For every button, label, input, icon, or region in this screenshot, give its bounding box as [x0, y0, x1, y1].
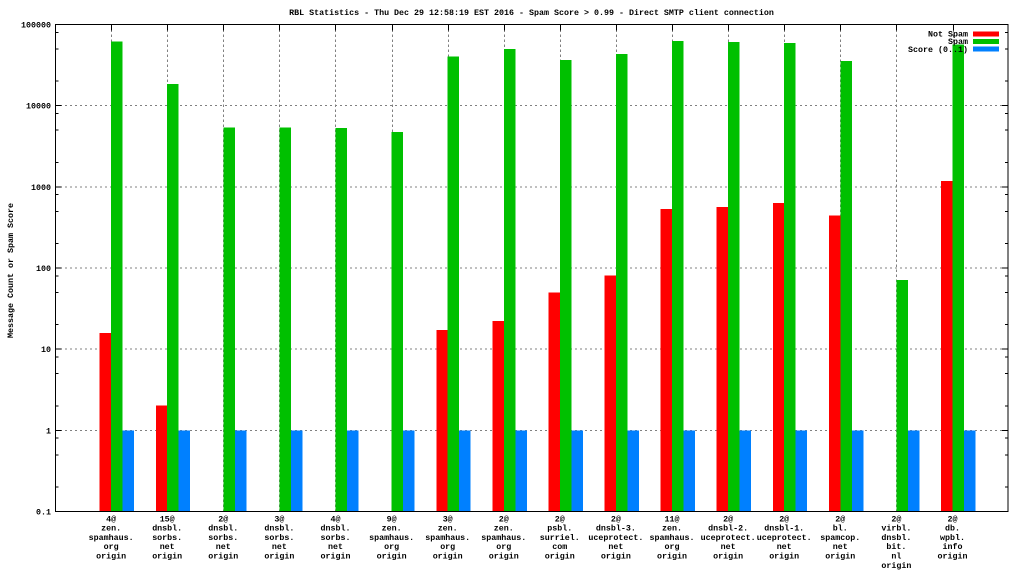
svg-text:origin: origin — [825, 552, 855, 562]
svg-text:virbl.: virbl. — [881, 524, 911, 534]
svg-text:wpbl.: wpbl. — [940, 533, 965, 543]
svg-text:4@: 4@ — [331, 514, 341, 524]
svg-text:zen.: zen. — [382, 524, 402, 534]
svg-text:zen.: zen. — [101, 524, 121, 534]
svg-text:org: org — [440, 542, 455, 552]
svg-text:2@: 2@ — [499, 514, 509, 524]
svg-text:dnsbl.: dnsbl. — [264, 524, 294, 534]
svg-text:bit.: bit. — [886, 542, 906, 552]
svg-text:spamhaus.: spamhaus. — [650, 533, 695, 543]
svg-text:2@: 2@ — [723, 514, 733, 524]
svg-text:origin: origin — [321, 552, 351, 562]
svg-text:spamhaus.: spamhaus. — [425, 533, 470, 543]
svg-text:2@: 2@ — [779, 514, 789, 524]
svg-text:origin: origin — [713, 552, 743, 562]
svg-text:net: net — [328, 542, 343, 552]
svg-text:zen.: zen. — [494, 524, 514, 534]
svg-text:origin: origin — [545, 552, 575, 562]
svg-text:origin: origin — [433, 552, 463, 562]
svg-text:net: net — [608, 542, 623, 552]
svg-text:3@: 3@ — [274, 514, 284, 524]
svg-text:origin: origin — [489, 552, 519, 562]
svg-text:dnsbl.: dnsbl. — [208, 524, 238, 534]
svg-text:sorbs.: sorbs. — [264, 533, 294, 543]
svg-text:2@: 2@ — [555, 514, 565, 524]
svg-text:0.1: 0.1 — [36, 508, 51, 518]
svg-text:net: net — [216, 542, 231, 552]
svg-text:origin: origin — [938, 552, 968, 562]
svg-text:origin: origin — [601, 552, 631, 562]
svg-text:bl.: bl. — [833, 524, 848, 534]
svg-text:100000: 100000 — [21, 21, 51, 31]
svg-text:origin: origin — [152, 552, 182, 562]
svg-text:org: org — [384, 542, 399, 552]
svg-text:org: org — [665, 542, 680, 552]
svg-text:dnsbl.: dnsbl. — [321, 524, 351, 534]
svg-text:uceprotect.: uceprotect. — [701, 533, 756, 543]
svg-text:zen.: zen. — [438, 524, 458, 534]
svg-text:origin: origin — [377, 552, 407, 562]
svg-text:net: net — [833, 542, 848, 552]
svg-text:3@: 3@ — [443, 514, 453, 524]
svg-text:dnsbl-1.: dnsbl-1. — [764, 524, 804, 534]
svg-text:Message Count or Spam Score: Message Count or Spam Score — [6, 203, 16, 338]
svg-text:9@: 9@ — [387, 514, 397, 524]
svg-text:15@: 15@ — [160, 514, 175, 524]
svg-text:Score (0..1): Score (0..1) — [908, 45, 968, 55]
svg-text:dnsbl.: dnsbl. — [152, 524, 182, 534]
svg-text:Not Spam: Not Spam — [928, 30, 968, 40]
svg-text:1: 1 — [46, 426, 51, 436]
svg-text:net: net — [721, 542, 736, 552]
svg-text:sorbs.: sorbs. — [321, 533, 351, 543]
svg-text:info: info — [943, 542, 963, 552]
svg-text:dnsbl-2.: dnsbl-2. — [708, 524, 748, 534]
svg-text:net: net — [272, 542, 287, 552]
svg-text:origin: origin — [657, 552, 687, 562]
svg-text:spamhaus.: spamhaus. — [369, 533, 414, 543]
svg-text:11@: 11@ — [665, 514, 680, 524]
svg-text:surriel.: surriel. — [540, 533, 580, 543]
svg-text:uceprotect.: uceprotect. — [588, 533, 643, 543]
svg-text:origin: origin — [881, 561, 911, 571]
svg-text:10000: 10000 — [26, 102, 51, 112]
svg-text:uceprotect.: uceprotect. — [757, 533, 812, 543]
svg-text:2@: 2@ — [948, 514, 958, 524]
svg-text:sorbs.: sorbs. — [152, 533, 182, 543]
svg-text:Spam: Spam — [948, 37, 968, 47]
svg-text:RBL Statistics - Thu Dec 29 12: RBL Statistics - Thu Dec 29 12:58:19 EST… — [289, 8, 774, 18]
svg-text:psbl.: psbl. — [547, 524, 572, 534]
svg-text:net: net — [160, 542, 175, 552]
svg-text:dnsbl-3.: dnsbl-3. — [596, 524, 636, 534]
svg-text:nl: nl — [891, 552, 901, 562]
svg-text:100: 100 — [36, 264, 51, 274]
svg-text:origin: origin — [208, 552, 238, 562]
svg-text:1000: 1000 — [31, 183, 51, 193]
svg-text:com: com — [552, 542, 567, 552]
svg-text:2@: 2@ — [218, 514, 228, 524]
svg-text:2@: 2@ — [835, 514, 845, 524]
svg-text:2@: 2@ — [891, 514, 901, 524]
svg-text:origin: origin — [769, 552, 799, 562]
svg-text:10: 10 — [41, 345, 51, 355]
svg-text:org: org — [496, 542, 511, 552]
svg-text:org: org — [104, 542, 119, 552]
svg-text:dnsbl.: dnsbl. — [881, 533, 911, 543]
svg-text:zen.: zen. — [662, 524, 682, 534]
svg-text:db.: db. — [945, 524, 960, 534]
svg-text:origin: origin — [264, 552, 294, 562]
svg-text:spamhaus.: spamhaus. — [481, 533, 526, 543]
svg-text:origin: origin — [96, 552, 126, 562]
svg-text:spamcop.: spamcop. — [820, 533, 860, 543]
svg-text:sorbs.: sorbs. — [208, 533, 238, 543]
svg-text:net: net — [777, 542, 792, 552]
svg-text:2@: 2@ — [611, 514, 621, 524]
svg-text:spamhaus.: spamhaus. — [89, 533, 134, 543]
svg-text:4@: 4@ — [106, 514, 116, 524]
